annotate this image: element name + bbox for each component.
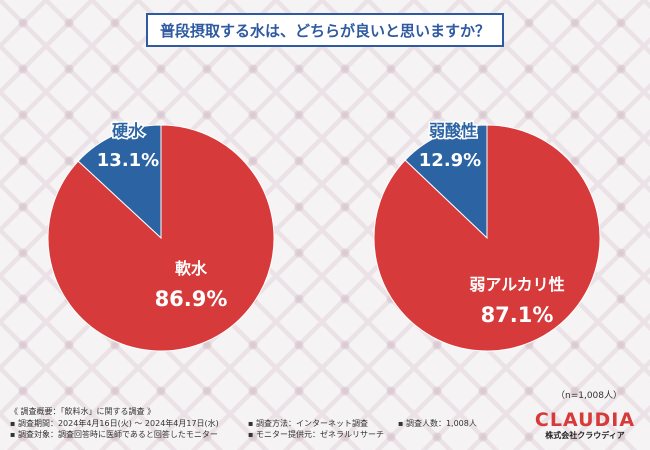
slice-value-1: 86.9% <box>155 287 228 311</box>
slice-label-1: 軟水 <box>175 259 208 278</box>
survey-target: ▪ 調査対象：調査回答時に医師であると回答したモニター <box>10 430 218 439</box>
slice-label-1: 弱アルカリ性 <box>469 275 564 294</box>
sample-size: （n=1,008人） <box>556 391 623 401</box>
company-logo: CLAUDIA 株式会社クラウディア <box>530 410 640 441</box>
logo-corp: 株式会社クラウディア <box>545 431 625 440</box>
pie-chart-ph: 弱酸性 12.9% 弱アルカリ性 87.1% <box>373 120 601 352</box>
pie-chart-hardness: 硬水 13.1% 軟水 86.9% <box>47 120 275 352</box>
survey-provider: ▪ モニター提供元：ゼネラルリサーチ <box>248 430 384 439</box>
survey-period: ▪ 調査期間：2024年4月16日(火) ～ 2024年4月17日(水) <box>10 418 219 428</box>
logo-brand: CLAUDIA <box>534 409 636 431</box>
survey-overview: 《 調査概要：「飲料水」に関する調査 》 ▪ 調査期間：2024年4月16日(火… <box>10 406 477 441</box>
slice-label-0: 弱酸性 <box>429 121 477 140</box>
slice-value-0: 13.1% <box>97 150 159 171</box>
overview-heading: 《 調査概要：「飲料水」に関する調査 》 <box>10 407 156 416</box>
slice-value-0: 12.9% <box>419 150 481 171</box>
pie-slice-1 <box>47 124 275 352</box>
pie-slice-0 <box>77 124 162 240</box>
pie-slice-0 <box>404 124 488 240</box>
slice-label-0: 硬水 <box>112 121 145 140</box>
slice-value-1: 87.1% <box>481 303 554 327</box>
pie-slice-1 <box>373 124 601 352</box>
survey-count: ▪ 調査人数：1,008人 <box>398 418 477 428</box>
survey-method: ▪ 調査方法：インターネット調査 <box>248 418 368 428</box>
chart-title: 普段摂取する水は、どちらが良いと思いますか？ <box>146 13 504 47</box>
